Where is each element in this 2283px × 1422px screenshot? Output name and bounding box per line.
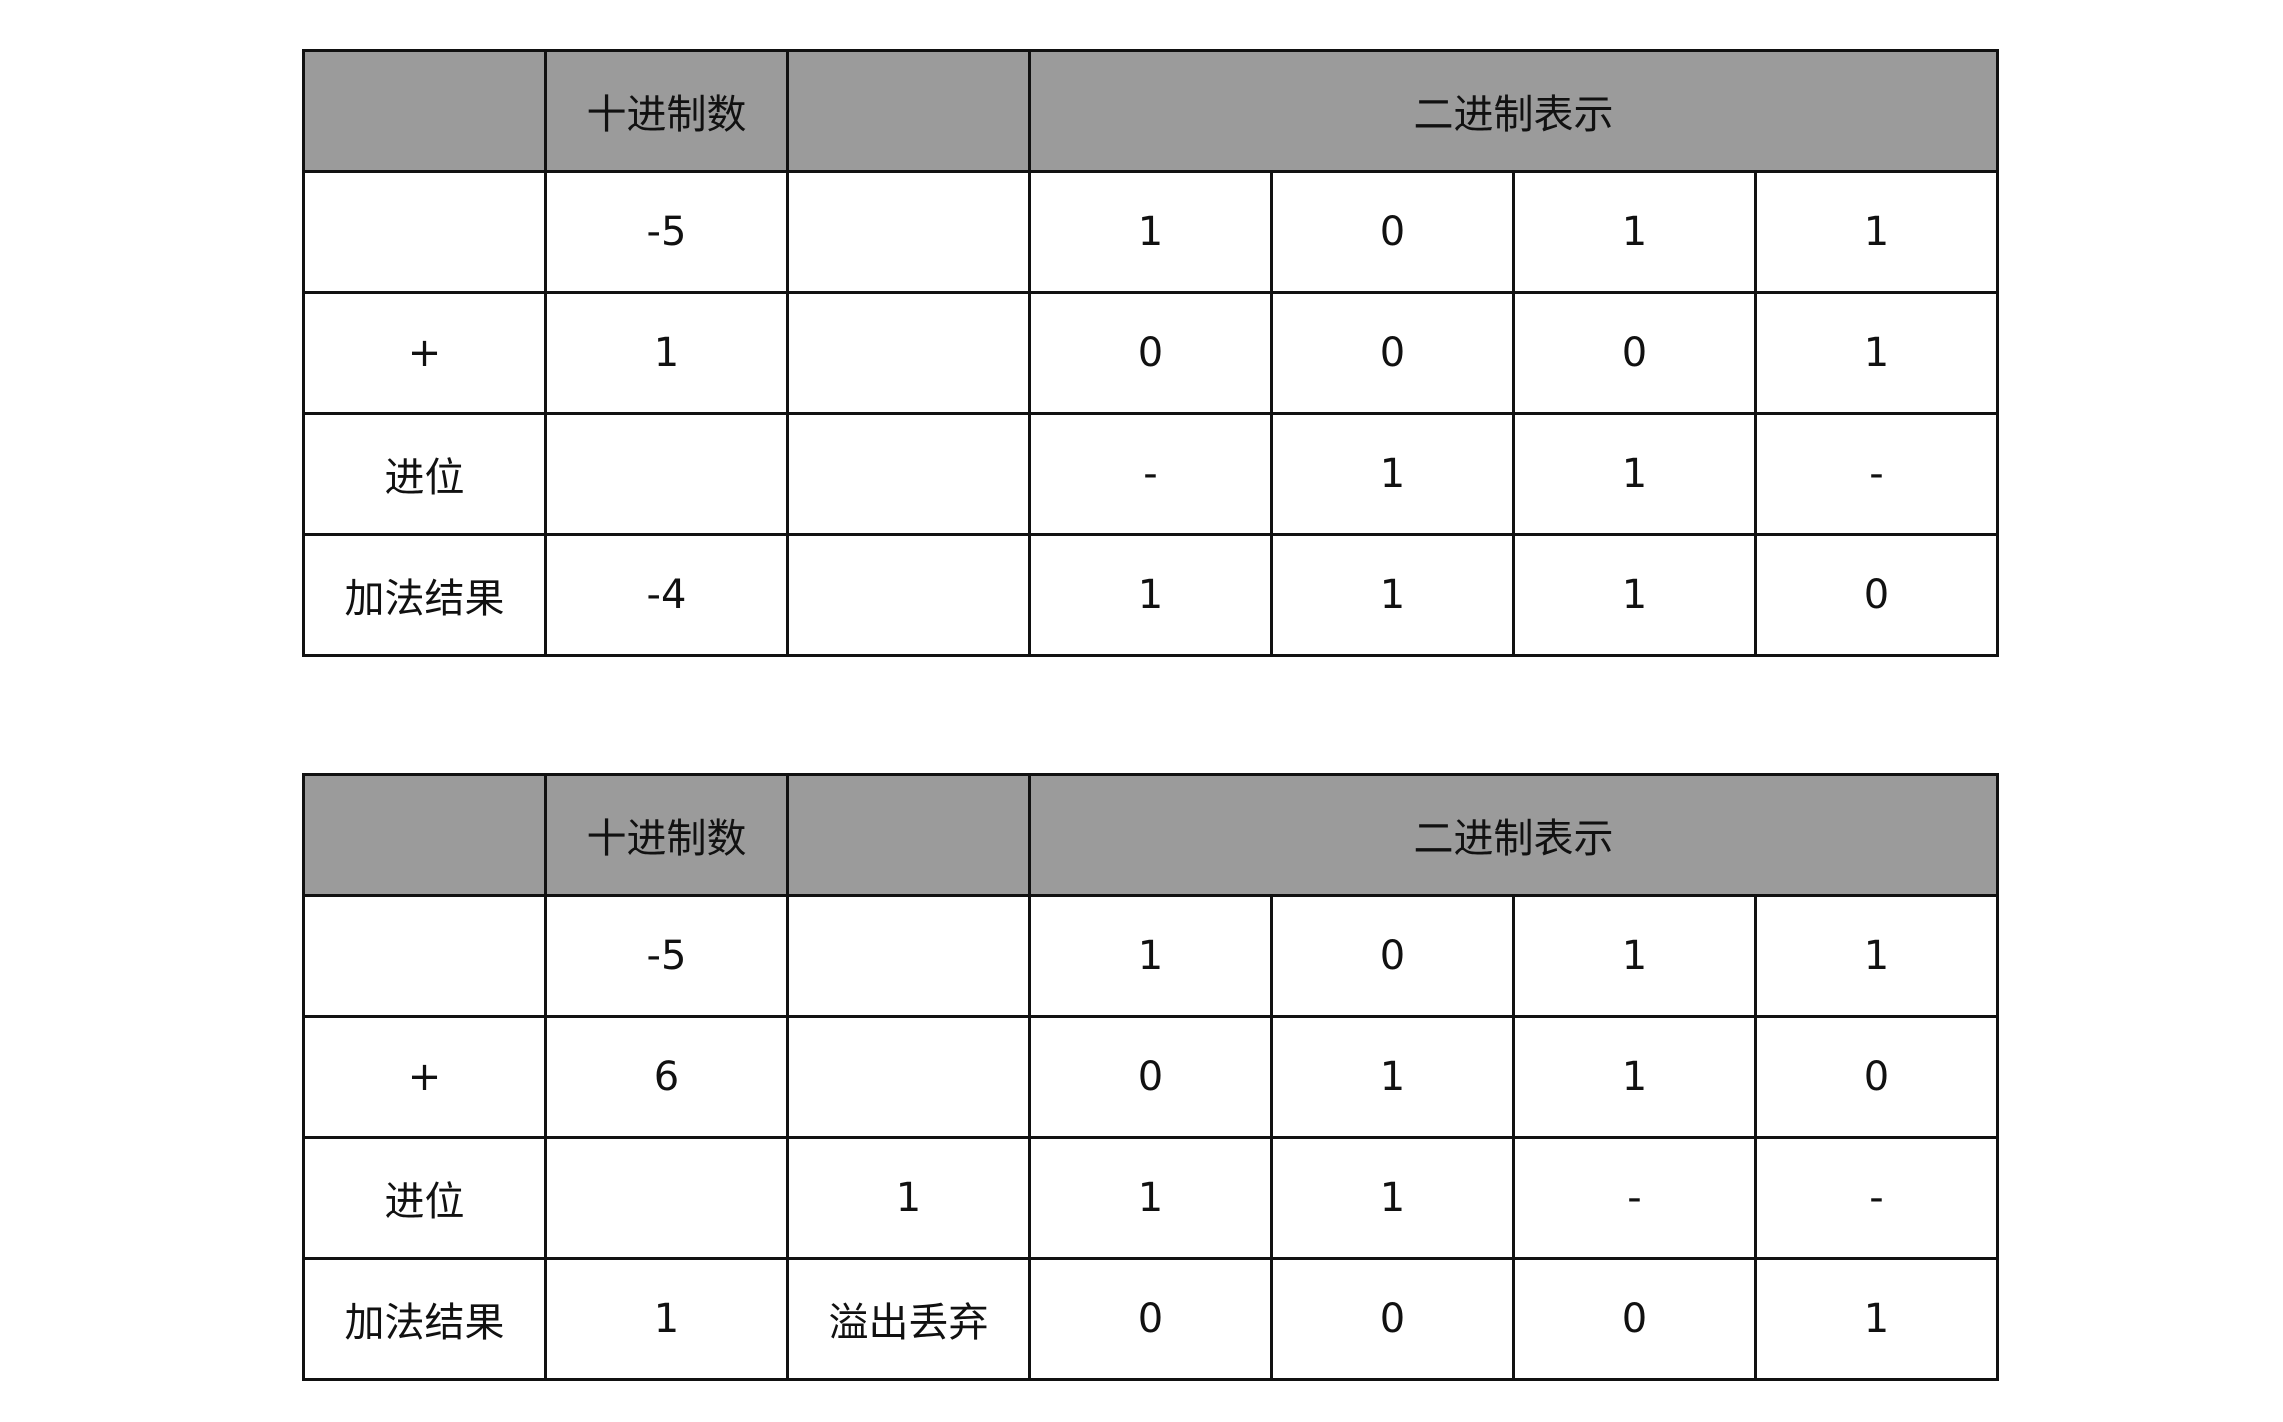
bit-cell: 0 — [1512, 1257, 1757, 1381]
extra-cell — [786, 170, 1031, 294]
row-label: + — [302, 1015, 547, 1139]
header-binary: 二进制表示 — [1028, 49, 1999, 173]
addition-table-1: 十进制数 二进制表示 -5 1 0 1 1 + 1 0 0 0 1 进位 - 1… — [302, 49, 1999, 657]
addition-table-2: 十进制数 二进制表示 -5 1 0 1 1 + 6 0 1 1 0 进位 1 1… — [302, 773, 1999, 1381]
bit-cell: 0 — [1270, 1257, 1515, 1381]
extra-cell — [786, 291, 1031, 415]
bit-cell: - — [1754, 1136, 1999, 1260]
bit-cell: 1 — [1270, 1015, 1515, 1139]
bit-cell: 1 — [1028, 1136, 1273, 1260]
bit-cell: 1 — [1754, 1257, 1999, 1381]
bit-cell: 0 — [1754, 1015, 1999, 1139]
row-label — [302, 894, 547, 1018]
bit-cell: 1 — [1270, 412, 1515, 536]
extra-cell — [786, 533, 1031, 657]
bit-cell: 0 — [1028, 291, 1273, 415]
header-binary: 二进制表示 — [1028, 773, 1999, 897]
row-label: 进位 — [302, 412, 547, 536]
bit-cell: 1 — [1754, 170, 1999, 294]
table-row: -5 1 0 1 1 — [302, 170, 1999, 294]
bit-cell: 0 — [1028, 1257, 1273, 1381]
bit-cell: 1 — [1270, 1136, 1515, 1260]
bit-cell: - — [1028, 412, 1273, 536]
bit-cell: 1 — [1512, 533, 1757, 657]
header-extra-cell — [786, 49, 1031, 173]
table-row: + 6 0 1 1 0 — [302, 1015, 1999, 1139]
header-decimal: 十进制数 — [544, 49, 789, 173]
extra-cell: 1 — [786, 1136, 1031, 1260]
bit-cell: 1 — [1512, 1015, 1757, 1139]
header-row: 十进制数 二进制表示 — [302, 773, 1999, 897]
row-label: 加法结果 — [302, 533, 547, 657]
bit-cell: 1 — [1028, 894, 1273, 1018]
decimal-cell: 1 — [544, 1257, 789, 1381]
decimal-cell: 1 — [544, 291, 789, 415]
bit-cell: 0 — [1270, 170, 1515, 294]
extra-cell — [786, 1015, 1031, 1139]
bit-cell: 0 — [1512, 291, 1757, 415]
bit-cell: 1 — [1512, 170, 1757, 294]
decimal-cell: -4 — [544, 533, 789, 657]
bit-cell: - — [1512, 1136, 1757, 1260]
table-row: 进位 - 1 1 - — [302, 412, 1999, 536]
extra-cell — [786, 412, 1031, 536]
table-row: + 1 0 0 0 1 — [302, 291, 1999, 415]
extra-cell — [786, 894, 1031, 1018]
decimal-cell: -5 — [544, 894, 789, 1018]
header-decimal: 十进制数 — [544, 773, 789, 897]
bit-cell: 1 — [1028, 170, 1273, 294]
bit-cell: 1 — [1512, 894, 1757, 1018]
table-row: -5 1 0 1 1 — [302, 894, 1999, 1018]
row-label: + — [302, 291, 547, 415]
bit-cell: 1 — [1754, 291, 1999, 415]
decimal-cell: 6 — [544, 1015, 789, 1139]
table-row: 加法结果 -4 1 1 1 0 — [302, 533, 1999, 657]
header-label-cell — [302, 49, 547, 173]
bit-cell: 1 — [1512, 412, 1757, 536]
bit-cell: 1 — [1754, 894, 1999, 1018]
bit-cell: 0 — [1028, 1015, 1273, 1139]
bit-cell: 1 — [1028, 533, 1273, 657]
header-row: 十进制数 二进制表示 — [302, 49, 1999, 173]
bit-cell: 0 — [1754, 533, 1999, 657]
row-label: 进位 — [302, 1136, 547, 1260]
decimal-cell: -5 — [544, 170, 789, 294]
decimal-cell — [544, 1136, 789, 1260]
decimal-cell — [544, 412, 789, 536]
extra-cell: 溢出丢弃 — [786, 1257, 1031, 1381]
bit-cell: - — [1754, 412, 1999, 536]
bit-cell: 0 — [1270, 291, 1515, 415]
bit-cell: 1 — [1270, 533, 1515, 657]
table-row: 进位 1 1 1 - - — [302, 1136, 1999, 1260]
bit-cell: 0 — [1270, 894, 1515, 1018]
header-label-cell — [302, 773, 547, 897]
row-label — [302, 170, 547, 294]
row-label: 加法结果 — [302, 1257, 547, 1381]
table-row: 加法结果 1 溢出丢弃 0 0 0 1 — [302, 1257, 1999, 1381]
header-extra-cell — [786, 773, 1031, 897]
